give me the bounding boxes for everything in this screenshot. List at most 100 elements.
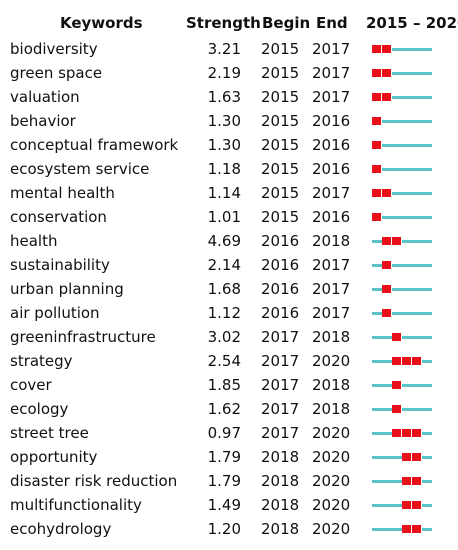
end-cell: 2020 [312,424,351,442]
baseline-segment [372,480,382,483]
baseline-segment [402,384,412,387]
burst-segment [382,237,391,245]
burst-segment [382,189,391,197]
begin-cell: 2017 [261,352,300,370]
baseline-segment [372,240,382,243]
baseline-segment [412,240,422,243]
keyword-cell: cover [10,376,52,394]
strength-cell: 2.14 [207,256,241,274]
baseline-segment [422,312,432,315]
burst-segment [392,357,401,365]
begin-cell: 2016 [261,232,300,250]
table-row: conservation 1.01 2015 2016 [0,205,458,229]
baseline-segment [382,384,392,387]
strength-cell: 1.63 [207,88,241,106]
burst-timeline [372,357,432,365]
table-row: street tree 0.97 2017 2020 [0,421,458,445]
strength-cell: 3.02 [207,328,241,346]
end-cell: 2018 [312,232,351,250]
keyword-cell: conservation [10,208,107,226]
baseline-segment [382,432,392,435]
begin-cell: 2017 [261,376,300,394]
baseline-segment [402,144,412,147]
burst-segment [412,357,421,365]
begin-cell: 2018 [261,496,300,514]
end-cell: 2018 [312,328,351,346]
baseline-segment [422,432,432,435]
baseline-segment [422,360,432,363]
burst-segment [372,213,381,221]
baseline-segment [402,192,412,195]
keyword-cell: disaster risk reduction [10,472,178,490]
baseline-segment [382,408,392,411]
baseline-segment [392,264,402,267]
baseline-segment [422,528,432,531]
baseline-segment [392,96,402,99]
table-row: sustainability 2.14 2016 2017 [0,253,458,277]
baseline-segment [412,216,422,219]
table-row: opportunity 1.79 2018 2020 [0,445,458,469]
table-row: green space 2.19 2015 2017 [0,61,458,85]
burst-timeline [372,309,432,317]
baseline-segment [372,312,382,315]
burst-timeline [372,45,432,53]
burst-timeline [372,141,432,149]
baseline-segment [412,144,422,147]
strength-cell: 1.20 [207,520,241,538]
begin-cell: 2016 [261,256,300,274]
header-strength: Strength [186,14,261,32]
burst-segment [412,501,421,509]
baseline-segment [392,120,402,123]
begin-cell: 2015 [261,136,300,154]
keyword-cell: greeninfrastructure [10,328,156,346]
burst-segment [402,357,411,365]
strength-cell: 1.79 [207,448,241,466]
baseline-segment [422,240,432,243]
baseline-segment [392,168,402,171]
baseline-segment [422,144,432,147]
baseline-segment [392,144,402,147]
baseline-segment [382,336,392,339]
baseline-segment [422,504,432,507]
burst-timeline [372,93,432,101]
burst-segment [372,141,381,149]
baseline-segment [402,96,412,99]
baseline-segment [382,528,392,531]
table-row: cover 1.85 2017 2018 [0,373,458,397]
end-cell: 2020 [312,520,351,538]
end-cell: 2020 [312,448,351,466]
burst-timeline [372,189,432,197]
end-cell: 2017 [312,88,351,106]
table-row: ecohydrology 1.20 2018 2020 [0,517,458,541]
burst-segment [382,285,391,293]
baseline-segment [372,264,382,267]
burst-segment [392,381,401,389]
begin-cell: 2016 [261,304,300,322]
strength-cell: 0.97 [207,424,241,442]
keyword-cell: behavior [10,112,76,130]
table-row: greeninfrastructure 3.02 2017 2018 [0,325,458,349]
baseline-segment [402,264,412,267]
baseline-segment [412,72,422,75]
end-cell: 2020 [312,472,351,490]
baseline-segment [422,168,432,171]
header-range: 2015 – 2020 [366,14,458,32]
keyword-cell: green space [10,64,103,82]
table-row: behavior 1.30 2015 2016 [0,109,458,133]
keyword-cell: strategy [10,352,73,370]
table-row: conceptual framework 1.30 2015 2016 [0,133,458,157]
strength-cell: 1.49 [207,496,241,514]
end-cell: 2017 [312,304,351,322]
burst-timeline [372,117,432,125]
end-cell: 2017 [312,64,351,82]
burst-timeline [372,525,432,533]
table-row: valuation 1.63 2015 2017 [0,85,458,109]
strength-cell: 1.30 [207,136,241,154]
baseline-segment [422,120,432,123]
baseline-segment [372,360,382,363]
baseline-segment [422,264,432,267]
end-cell: 2018 [312,376,351,394]
keyword-cell: health [10,232,58,250]
begin-cell: 2018 [261,520,300,538]
baseline-segment [412,408,422,411]
